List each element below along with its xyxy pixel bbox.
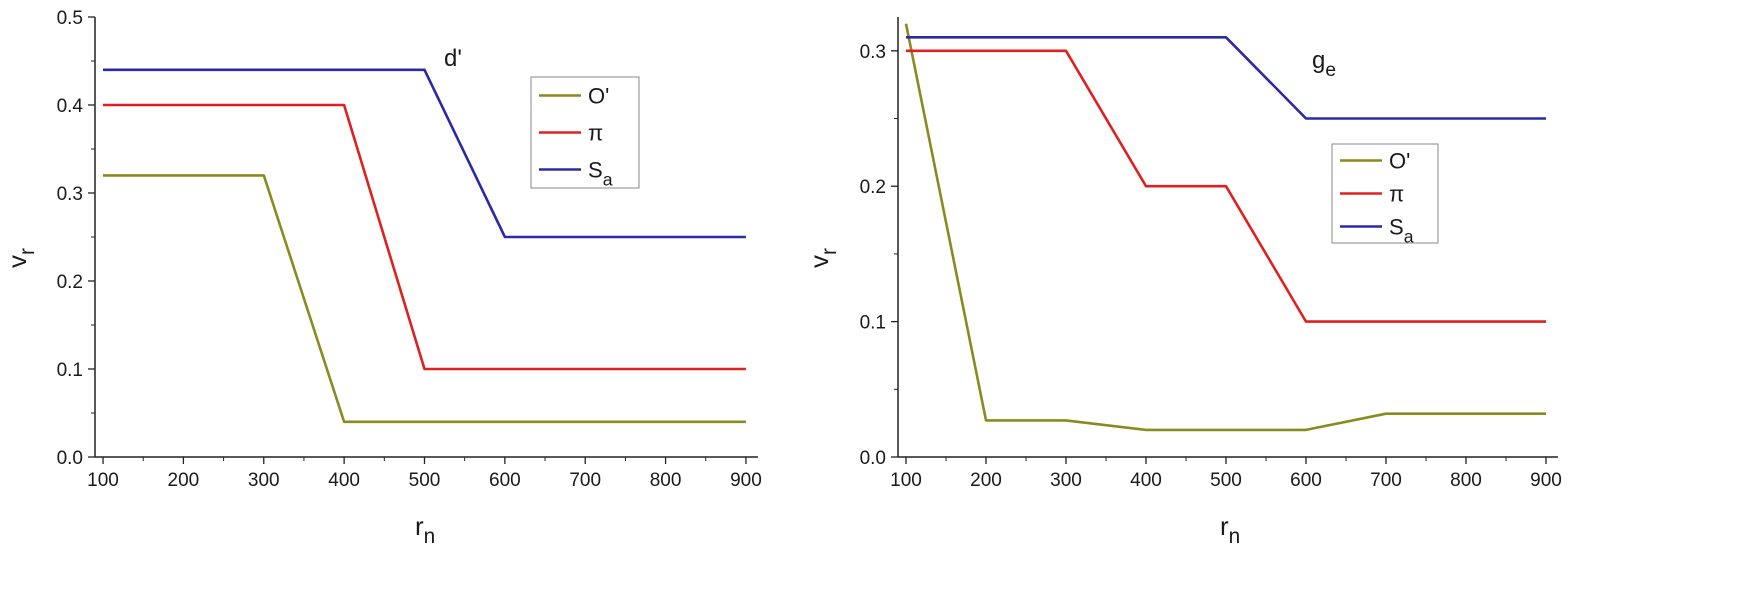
panel-annotation: d' [444,45,462,72]
y-tick-label: 0.0 [860,448,886,469]
legend-label: Sa [588,158,613,190]
y-tick-label: 0.4 [57,96,84,117]
legend-label-sub: a [1404,227,1414,247]
series-line-2 [103,103,746,371]
x-tick-label: 100 [890,470,922,491]
chart-panel-1: 100 200 300 400 500 600 700 800 900 0.0 0.1 0.2 0.3 0… [2,8,762,548]
panel-annotation-sub: e [1325,60,1336,81]
legend-label: O' [588,84,609,109]
legend-label-main: O' [1389,149,1410,174]
x-axis-title: rn [415,511,435,548]
y-axis-title: vr [804,248,841,268]
panel-annotation-main: d' [444,45,462,72]
legend-label: Sa [1389,215,1414,247]
x-tick-label: 300 [248,470,280,491]
y-axis-title-main: v [804,255,834,268]
y-axis-title-sub: r [818,248,841,255]
x-axis-title: rn [1220,511,1240,548]
y-tick-label: 0.1 [860,313,886,334]
x-axis-title-main: r [415,511,424,541]
series-line-1 [904,23,1546,432]
legend-label: π [1389,182,1404,207]
y-tick-label: 0.2 [860,177,886,198]
x-tick-label: 200 [970,470,1002,491]
legend-label-main: π [588,121,603,146]
legend-label: O' [1389,149,1410,174]
chart-panel-2: 100 200 300 400 500 600 700 800 900 0.0 0.1 0.2 0.3 O… [804,17,1562,548]
legend-label-sub: a [603,170,613,190]
x-axis-title-sub: n [424,525,436,548]
series-line-1 [103,174,746,424]
y-axis-title-main: v [2,255,32,268]
x-tick-label: 800 [1450,470,1482,491]
panel-annotation-main: g [1312,47,1325,74]
y-tick-label: 0.1 [57,360,83,381]
series-line-3 [906,35,1546,120]
legend-label-main: O' [588,84,609,109]
x-tick-label: 400 [1130,470,1162,491]
x-tick-label: 800 [650,470,682,491]
x-tick-label: 300 [1050,470,1082,491]
legend: O'πSa [1331,143,1439,247]
y-tick-label: 0.5 [57,8,83,29]
x-tick-label: 700 [569,470,601,491]
y-tick-label: 0.2 [57,272,83,293]
x-tick-label: 200 [168,470,200,491]
y-axis-title: vr [2,248,39,268]
legend-label-main: S [1389,215,1404,240]
panel-annotation: ge [1312,47,1336,81]
y-tick-label: 0.3 [57,184,83,205]
x-tick-label: 500 [1210,470,1242,491]
legend: O'πSa [530,76,640,190]
legend-label: π [588,121,603,146]
x-tick-label: 700 [1370,470,1402,491]
x-tick-label: 500 [409,470,441,491]
x-tick-label: 600 [489,470,521,491]
y-tick-label: 0.0 [57,448,83,469]
x-tick-label: 900 [1530,470,1562,491]
series-line-3 [103,68,746,239]
legend-label-main: S [588,158,603,183]
x-tick-label: 400 [328,470,360,491]
series-line-2 [906,49,1546,323]
x-axis-title-main: r [1220,511,1229,541]
x-tick-label: 600 [1290,470,1322,491]
x-axis-title-sub: n [1229,525,1241,548]
y-tick-label: 0.3 [860,42,886,63]
legend-label-main: π [1389,182,1404,207]
x-tick-label: 100 [87,470,119,491]
y-axis-title-sub: r [16,248,39,255]
x-tick-label: 900 [730,470,762,491]
